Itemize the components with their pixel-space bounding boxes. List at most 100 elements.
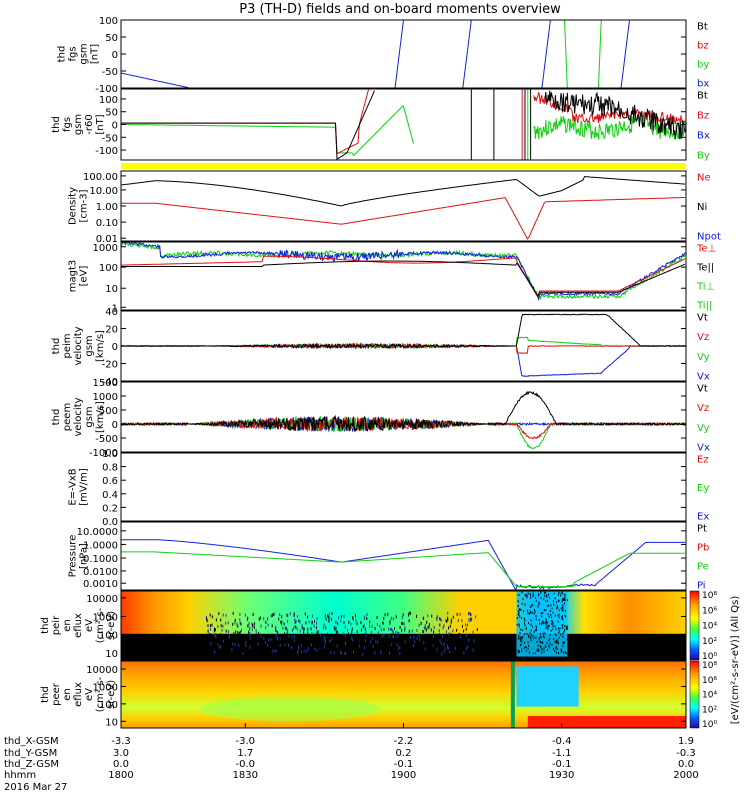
peir-noise: [239, 612, 241, 616]
peir-noise: [287, 614, 289, 617]
peir-noise: [295, 620, 297, 623]
peir-noise: [551, 622, 553, 625]
peir-noise: [286, 613, 288, 617]
peir-noise: [239, 618, 241, 622]
peir-noise: [548, 639, 550, 642]
peir-noise: [329, 639, 331, 643]
peir-noise: [293, 638, 295, 642]
peir-noise: [436, 615, 438, 618]
peer-low-energy-region: [200, 697, 381, 722]
legend-entry: Pe: [697, 562, 709, 573]
peir-noise: [543, 622, 545, 625]
peir-noise: [250, 636, 252, 640]
panel-peer-spectrogram: 10000 1000 100 10 thd peer en eflux eV (cm²-s-sr-…: [40, 660, 687, 729]
y-tick-label: 0.6: [102, 476, 118, 487]
peir-noise: [291, 646, 292, 650]
peir-noise: [446, 630, 447, 634]
peir-noise: [336, 630, 338, 634]
colorbar-tick-label: 10⁴: [702, 691, 717, 701]
peir-noise: [258, 617, 260, 621]
peir-noise: [520, 608, 522, 611]
peir-noise: [298, 647, 300, 650]
peir-noise: [432, 642, 433, 646]
y-axis-label: thd: [57, 46, 68, 63]
peir-noise: [424, 647, 426, 651]
peir-noise: [524, 603, 526, 606]
peir-noise: [551, 643, 553, 646]
peir-noise: [546, 621, 548, 624]
peir-noise: [534, 596, 536, 599]
peir-noise: [301, 623, 303, 627]
peir-noise: [377, 631, 379, 635]
peir-noise: [439, 623, 441, 627]
colorbar: 10⁸10⁶10⁴10²10⁰10⁸10⁶10⁴10²10⁰[eV/(cm²-s…: [689, 590, 741, 730]
peir-noise: [334, 628, 336, 632]
peir-noise: [554, 597, 556, 600]
footer-value-hhmm: 1900: [391, 770, 416, 781]
peir-noise: [443, 639, 445, 643]
peir-noise: [533, 631, 535, 633]
y-axis-label: velocity: [73, 326, 84, 365]
peir-noise: [265, 626, 267, 630]
peir-noise: [557, 606, 559, 609]
peir-noise: [460, 641, 462, 644]
peir-noise: [289, 640, 290, 644]
peir-noise: [414, 651, 416, 655]
peir-noise: [556, 605, 558, 608]
peir-noise: [251, 628, 253, 632]
peir-noise: [284, 643, 286, 647]
peir-noise: [411, 633, 413, 637]
peir-noise: [527, 592, 529, 595]
peir-noise: [466, 647, 468, 651]
peir-noise: [528, 612, 530, 615]
peir-noise: [549, 633, 551, 636]
peir-noise: [268, 638, 270, 642]
peir-noise: [545, 645, 547, 648]
y-tick-label: 0.8: [102, 463, 118, 474]
peir-noise: [238, 631, 240, 635]
footer-value-z_gsm: -0.1: [394, 759, 414, 770]
peir-noise: [253, 622, 255, 626]
legend-entry: By: [697, 150, 710, 161]
peir-noise: [265, 620, 267, 624]
peir-noise: [412, 639, 414, 643]
peir-noise: [316, 648, 318, 652]
peir-noise: [418, 623, 420, 627]
peir-noise: [436, 618, 438, 621]
y-axis-label: en: [62, 688, 73, 701]
peir-noise: [459, 633, 461, 637]
peir-noise: [397, 631, 399, 635]
legend-entry: Ex: [697, 512, 709, 523]
peir-noise: [275, 628, 276, 632]
quality-flag-bar: [121, 163, 686, 169]
peir-noise: [239, 621, 241, 625]
peir-noise: [432, 644, 434, 648]
peir-noise: [552, 625, 554, 628]
peir-noise: [283, 622, 285, 626]
peir-noise: [219, 633, 221, 637]
peir-noise: [293, 614, 295, 617]
peir-noise: [350, 645, 352, 649]
peir-noise: [297, 615, 299, 618]
y-tick-label: 40: [105, 307, 118, 318]
peir-noise: [313, 645, 315, 649]
peir-noise: [331, 648, 333, 652]
peir-noise: [222, 639, 224, 643]
peir-noise: [564, 651, 566, 654]
peir-noise: [561, 600, 563, 603]
peir-noise: [396, 635, 398, 639]
peir-noise: [443, 624, 445, 628]
peir-noise: [554, 640, 556, 643]
peir-noise: [327, 615, 329, 619]
y-axis-label: peir: [51, 615, 62, 635]
peir-noise: [447, 616, 449, 620]
peir-noise: [452, 629, 454, 633]
peir-noise: [470, 634, 472, 638]
peir-noise: [305, 621, 307, 625]
peir-noise: [223, 641, 225, 645]
peir-noise: [218, 612, 220, 616]
peir-noise: [554, 650, 556, 652]
peir-noise: [550, 629, 552, 632]
legend-entry: Ti⊥: [696, 282, 714, 293]
